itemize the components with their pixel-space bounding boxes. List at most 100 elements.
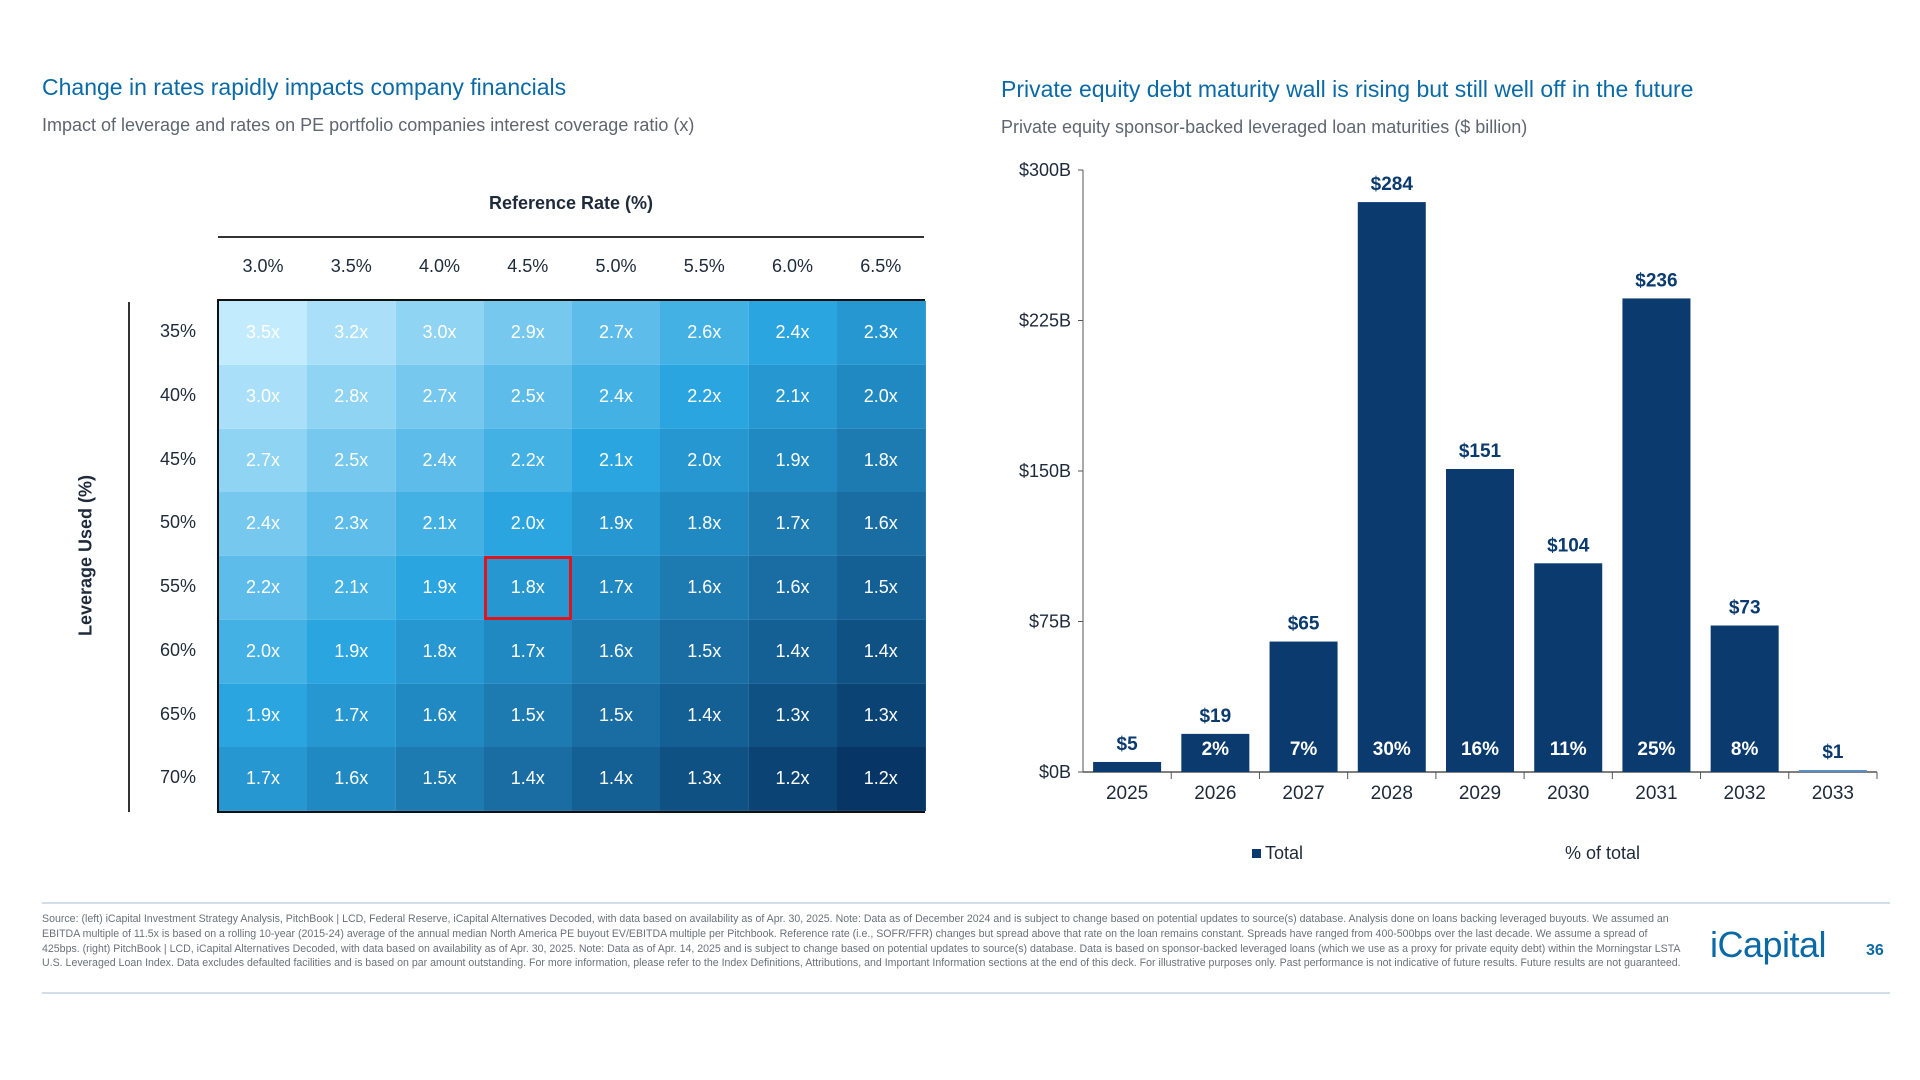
- footer-source: Source: (left) iCapital Investment Strat…: [42, 913, 1681, 970]
- heatmap-cell: 1.3x: [660, 747, 750, 812]
- icapital-logo: iCapital: [1710, 924, 1827, 965]
- heatmap-cell: 1.6x: [748, 556, 838, 620]
- bar-value-label: $65: [1288, 614, 1320, 635]
- left-chart-title: Change in rates rapidly impacts company …: [42, 74, 567, 100]
- heatmap-row-header: 35%: [159, 321, 196, 341]
- footer-bottom-rule: [42, 992, 1890, 994]
- heatmap-cell: 1.6x: [660, 556, 750, 620]
- heatmap-row-header: 60%: [159, 639, 196, 660]
- heatmap-cell: 1.7x: [219, 747, 308, 812]
- bar: [1534, 563, 1603, 772]
- heatmap-cell: 2.6x: [660, 301, 750, 365]
- heatmap-highlight-box: [483, 556, 572, 620]
- heatmap-cell: 2.0x: [836, 364, 926, 429]
- heatmap-cell: 1.9x: [219, 683, 308, 748]
- heatmap-cell: 1.7x: [483, 619, 573, 684]
- bar-value-label: $5: [1117, 734, 1139, 755]
- right-chart-subtitle: Private equity sponsor-backed leveraged …: [1001, 117, 1528, 137]
- heatmap-row-header: 65%: [159, 703, 196, 724]
- x-tick-label: 2027: [1282, 783, 1324, 804]
- heatmap-cell: 1.4x: [483, 747, 573, 812]
- bar: [1093, 761, 1162, 772]
- x-tick-label: 2030: [1547, 783, 1589, 804]
- y-tick-label: $300B: [1019, 160, 1071, 180]
- heatmap-row-header: 50%: [159, 512, 196, 533]
- heatmap-cell: 2.7x: [395, 364, 485, 429]
- heatmap-cell: 2.0x: [219, 619, 308, 684]
- heatmap-cell: 1.3x: [836, 683, 926, 748]
- y-tick-label: $150B: [1019, 461, 1071, 481]
- x-tick-label: 2025: [1106, 783, 1148, 804]
- heatmap-cell: 1.6x: [395, 683, 485, 748]
- bar-value-label: $1: [1822, 742, 1844, 763]
- heatmap-cell: 1.5x: [572, 683, 661, 748]
- bar-value-label: $236: [1635, 270, 1677, 291]
- bar-chart: $0B $75B $150B $225B $300B $5 2025 $19 2% 2026 $65…: [1019, 160, 1878, 804]
- heatmap-cell: 1.3x: [748, 683, 838, 748]
- bar: [1181, 733, 1250, 772]
- heatmap-cell: 3.2x: [307, 301, 397, 365]
- heatmap-left-rule: [128, 302, 130, 812]
- heatmap-cell: 3.0x: [219, 364, 308, 429]
- heatmap-cell: 2.3x: [307, 492, 397, 557]
- y-tick-label: $225B: [1019, 311, 1071, 331]
- heatmap-cell: 1.4x: [836, 619, 926, 684]
- footer-top-rule: [42, 902, 1890, 904]
- heatmap-column-header: 5.5%: [683, 256, 725, 276]
- heatmap-cell: 1.4x: [572, 747, 661, 812]
- heatmap-row-header: 55%: [159, 576, 196, 596]
- heatmap-cell: 2.8x: [307, 364, 397, 429]
- heatmap-cell: 2.2x: [660, 364, 750, 429]
- heatmap-column-header: 4.0%: [418, 256, 461, 276]
- heatmap-cell: 1.4x: [748, 619, 838, 684]
- page-number: 36: [1866, 942, 1884, 959]
- bar: [1269, 641, 1338, 772]
- heatmap-cell: 1.2x: [836, 747, 926, 812]
- right-chart-title: Private equity debt maturity wall is ris…: [1001, 76, 1694, 102]
- heatmap-cell: 2.4x: [748, 301, 838, 365]
- x-tick-label: 2028: [1371, 783, 1413, 804]
- heatmap-cell: 1.4x: [660, 683, 750, 748]
- heatmap-cell: 1.6x: [836, 492, 926, 557]
- bar: [1357, 202, 1426, 772]
- heatmap-cell: 3.5x: [219, 301, 308, 365]
- heatmap-cell: 1.9x: [395, 556, 485, 620]
- bar-pct-label: 2%: [1202, 739, 1230, 760]
- heatmap-cell: 2.2x: [219, 556, 308, 620]
- legend-item-total: Total: [1252, 843, 1303, 864]
- heatmap-cell: 1.8x: [395, 619, 485, 684]
- heatmap-column-header: 6.5%: [860, 256, 902, 276]
- bar-value-label: $151: [1459, 441, 1502, 462]
- bar-pct-label: 16%: [1461, 739, 1499, 760]
- bar: [1798, 769, 1867, 772]
- legend-swatch: [1252, 849, 1261, 858]
- x-tick-label: 2033: [1812, 783, 1854, 804]
- x-tick-label: 2032: [1724, 783, 1766, 804]
- bar-value-label: $19: [1199, 706, 1231, 727]
- left-chart-subtitle: Impact of leverage and rates on PE portf…: [42, 115, 695, 135]
- heatmap-cell: 2.5x: [483, 364, 573, 429]
- bar-pct-label: 30%: [1373, 739, 1411, 760]
- x-tick-label: 2031: [1635, 783, 1677, 804]
- heatmap-cell: 1.5x: [836, 556, 926, 620]
- heatmap-cell: 2.4x: [572, 364, 661, 429]
- x-tick-label: 2029: [1459, 783, 1501, 804]
- bar-pct-label: 25%: [1637, 739, 1675, 760]
- heatmap-cell: 2.1x: [307, 556, 397, 620]
- heatmap-cell: 2.1x: [395, 492, 485, 557]
- heatmap-cell: 2.2x: [483, 428, 573, 493]
- heatmap-cell: 1.8x: [836, 428, 926, 493]
- legend-item-pct: % of total: [1565, 843, 1641, 863]
- heatmap-cell: 1.9x: [748, 428, 838, 493]
- heatmap-cell: 2.1x: [572, 428, 661, 493]
- bar-pct-label: 8%: [1731, 739, 1759, 760]
- bar-value-label: $104: [1547, 535, 1590, 556]
- heatmap-row-header: 45%: [159, 448, 196, 469]
- heatmap-cell: 2.0x: [483, 492, 573, 557]
- heatmap-cell: 2.3x: [836, 301, 926, 365]
- heatmap-cell: 2.5x: [307, 428, 397, 493]
- heatmap-column-header: 4.5%: [507, 256, 549, 276]
- x-tick-label: 2026: [1194, 783, 1236, 804]
- heatmap-cell: 2.4x: [219, 492, 308, 557]
- heatmap-cell: 3.0x: [395, 301, 485, 365]
